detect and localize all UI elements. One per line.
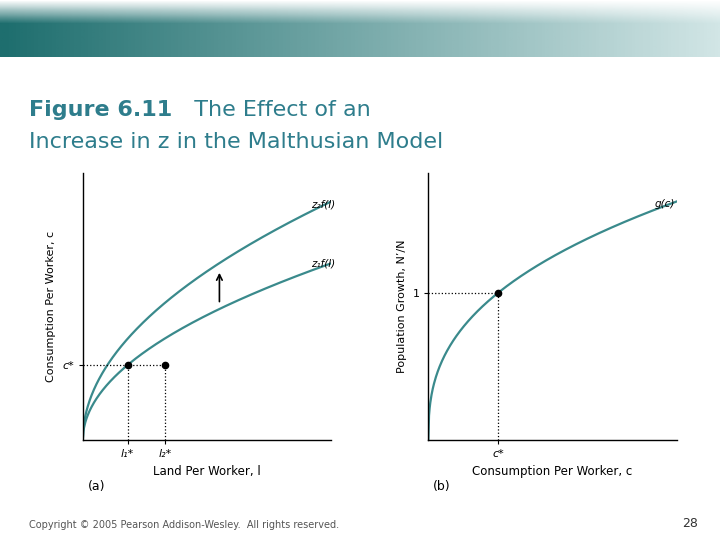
Text: (a): (a) bbox=[88, 480, 105, 493]
Text: Figure 6.11: Figure 6.11 bbox=[29, 100, 172, 120]
Text: z₁f(l): z₁f(l) bbox=[311, 259, 336, 269]
Text: 28: 28 bbox=[683, 517, 698, 530]
Text: Copyright © 2005 Pearson Addison-Wesley.  All rights reserved.: Copyright © 2005 Pearson Addison-Wesley.… bbox=[29, 520, 339, 530]
X-axis label: Consumption Per Worker, c: Consumption Per Worker, c bbox=[472, 465, 633, 478]
Y-axis label: Population Growth, N’/N: Population Growth, N’/N bbox=[397, 240, 407, 373]
X-axis label: Land Per Worker, l: Land Per Worker, l bbox=[153, 465, 261, 478]
Text: (b): (b) bbox=[433, 480, 451, 493]
Y-axis label: Consumption Per Worker, c: Consumption Per Worker, c bbox=[47, 231, 56, 382]
Text: g(c): g(c) bbox=[654, 199, 675, 209]
Text: z₂f(l): z₂f(l) bbox=[311, 199, 336, 210]
Text: The Effect of an: The Effect of an bbox=[180, 100, 371, 120]
Text: Increase in z in the Malthusian Model: Increase in z in the Malthusian Model bbox=[29, 132, 443, 152]
